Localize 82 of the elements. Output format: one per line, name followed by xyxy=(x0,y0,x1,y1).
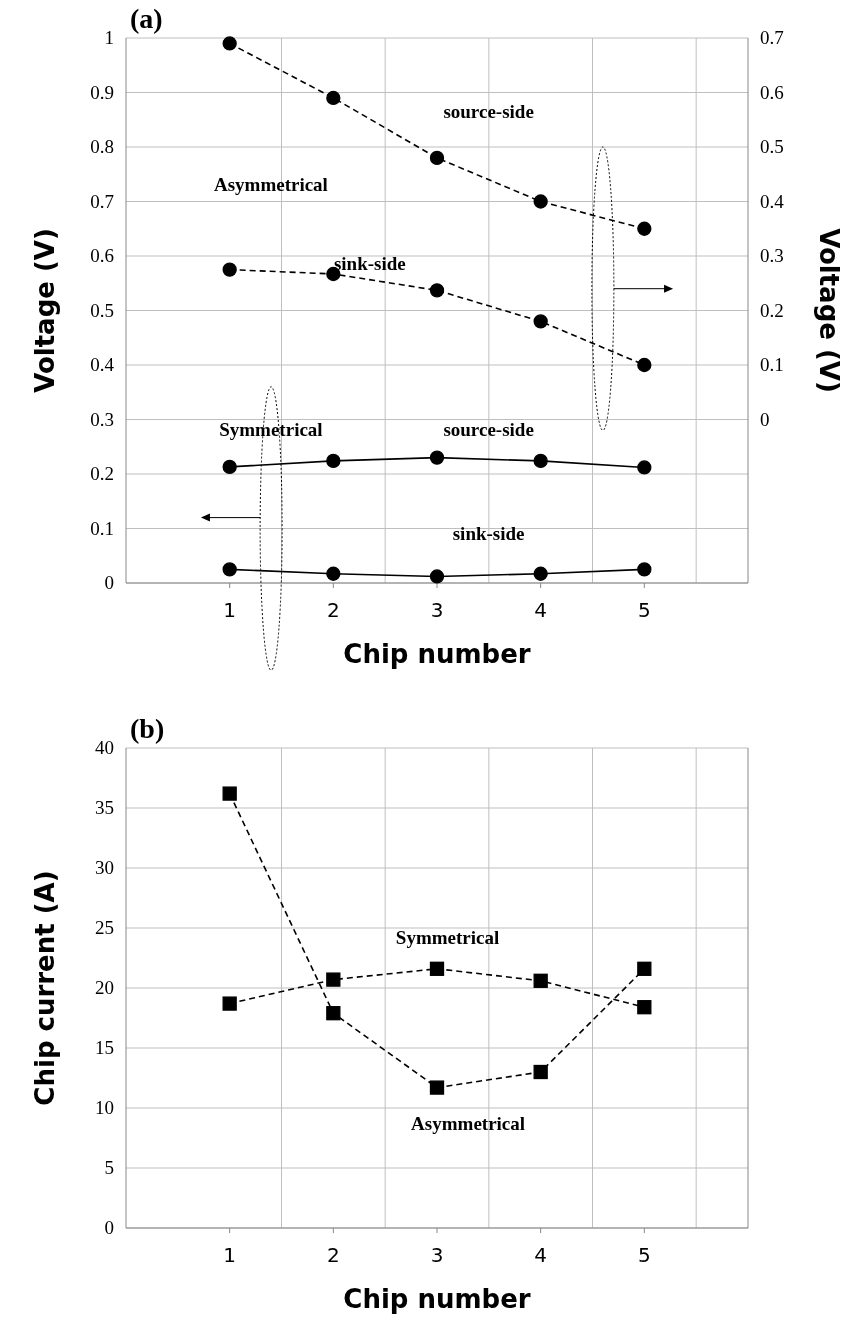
point xyxy=(533,1064,548,1080)
point xyxy=(429,150,445,166)
y-tick-label: 0.2 xyxy=(90,463,114,484)
y-tick-label: 10 xyxy=(95,1097,114,1118)
point xyxy=(222,786,237,801)
annotation: sink-side xyxy=(333,253,406,275)
y-tick-label: 35 xyxy=(95,797,114,818)
y2-tick-label: 0.1 xyxy=(760,354,784,375)
annotation: Symmetrical xyxy=(219,419,323,441)
point xyxy=(429,569,445,584)
x-axis-title: Chip number xyxy=(343,1284,531,1314)
point xyxy=(637,562,652,577)
chart-title: (a) xyxy=(130,3,163,34)
y-tick-label: 1 xyxy=(104,27,114,48)
annotation: Asymmetrical xyxy=(213,174,328,196)
point xyxy=(533,194,548,209)
y-tick-label: 0.4 xyxy=(90,354,115,375)
annotation: source-side xyxy=(443,100,534,122)
point xyxy=(429,450,445,465)
point xyxy=(533,973,548,988)
y-tick-label: 20 xyxy=(95,977,114,998)
point xyxy=(533,566,548,581)
y-tick-label: 0.5 xyxy=(90,299,114,321)
y2-axis-title: Voltage (V) xyxy=(814,228,844,393)
y-tick-label: 0 xyxy=(104,1217,114,1238)
y-axis-title: Chip current (A) xyxy=(30,870,60,1106)
y-tick-label: 15 xyxy=(95,1037,114,1058)
y2-tick-label: 0 xyxy=(760,408,770,430)
point xyxy=(637,1000,652,1015)
point xyxy=(326,1006,341,1021)
x-tick-label: 4 xyxy=(534,598,548,622)
y2-tick-label: 0.4 xyxy=(760,190,785,212)
point xyxy=(637,221,652,236)
point xyxy=(326,90,341,106)
point xyxy=(222,996,237,1011)
x-tick-label: 1 xyxy=(223,598,237,622)
y-tick-label: 0.3 xyxy=(90,408,114,430)
annotation: sink-side xyxy=(452,522,525,544)
x-tick-label: 1 xyxy=(223,1243,237,1267)
x-tick-label: 4 xyxy=(534,1243,548,1267)
point xyxy=(222,459,237,475)
x-tick-label: 2 xyxy=(326,1243,340,1267)
point xyxy=(533,314,548,329)
chart-title: (b) xyxy=(130,713,165,744)
x-tick-label: 5 xyxy=(637,1243,651,1267)
point xyxy=(533,453,548,469)
y-tick-label: 0.7 xyxy=(90,190,114,212)
y-axis-title: Voltage (V) xyxy=(30,228,60,393)
y2-tick-label: 0.5 xyxy=(760,136,784,157)
point xyxy=(326,566,341,581)
x-tick-label: 3 xyxy=(430,1243,444,1267)
point xyxy=(222,262,237,277)
point xyxy=(326,453,341,469)
x-tick-label: 2 xyxy=(326,598,340,622)
point xyxy=(637,460,652,475)
y-tick-label: 0.1 xyxy=(90,517,114,539)
annotation: Asymmetrical xyxy=(411,1112,526,1134)
y2-tick-label: 0.2 xyxy=(760,299,784,321)
y-tick-label: 25 xyxy=(95,917,114,938)
annotation: source-side xyxy=(443,419,534,441)
y-tick-label: 0.6 xyxy=(90,245,114,266)
y2-tick-label: 0.7 xyxy=(760,27,784,48)
y-tick-label: 5 xyxy=(104,1157,114,1178)
x-tick-label: 3 xyxy=(430,598,444,622)
point xyxy=(429,283,445,298)
y2-tick-label: 0.3 xyxy=(760,245,784,266)
y2-tick-label: 0.6 xyxy=(760,81,784,103)
y-tick-label: 0.8 xyxy=(90,136,114,157)
point xyxy=(222,36,237,51)
y-tick-label: 0 xyxy=(104,572,114,593)
x-tick-label: 5 xyxy=(637,598,651,622)
point xyxy=(429,1080,445,1095)
annotation: Symmetrical xyxy=(395,926,500,948)
point xyxy=(326,972,341,987)
y-tick-label: 30 xyxy=(95,857,114,878)
y-tick-label: 40 xyxy=(95,737,114,758)
x-axis-title: Chip number xyxy=(343,639,531,669)
point xyxy=(637,961,652,976)
point xyxy=(429,961,445,976)
y-tick-label: 0.9 xyxy=(90,81,114,103)
point xyxy=(222,562,237,577)
point xyxy=(637,357,652,373)
